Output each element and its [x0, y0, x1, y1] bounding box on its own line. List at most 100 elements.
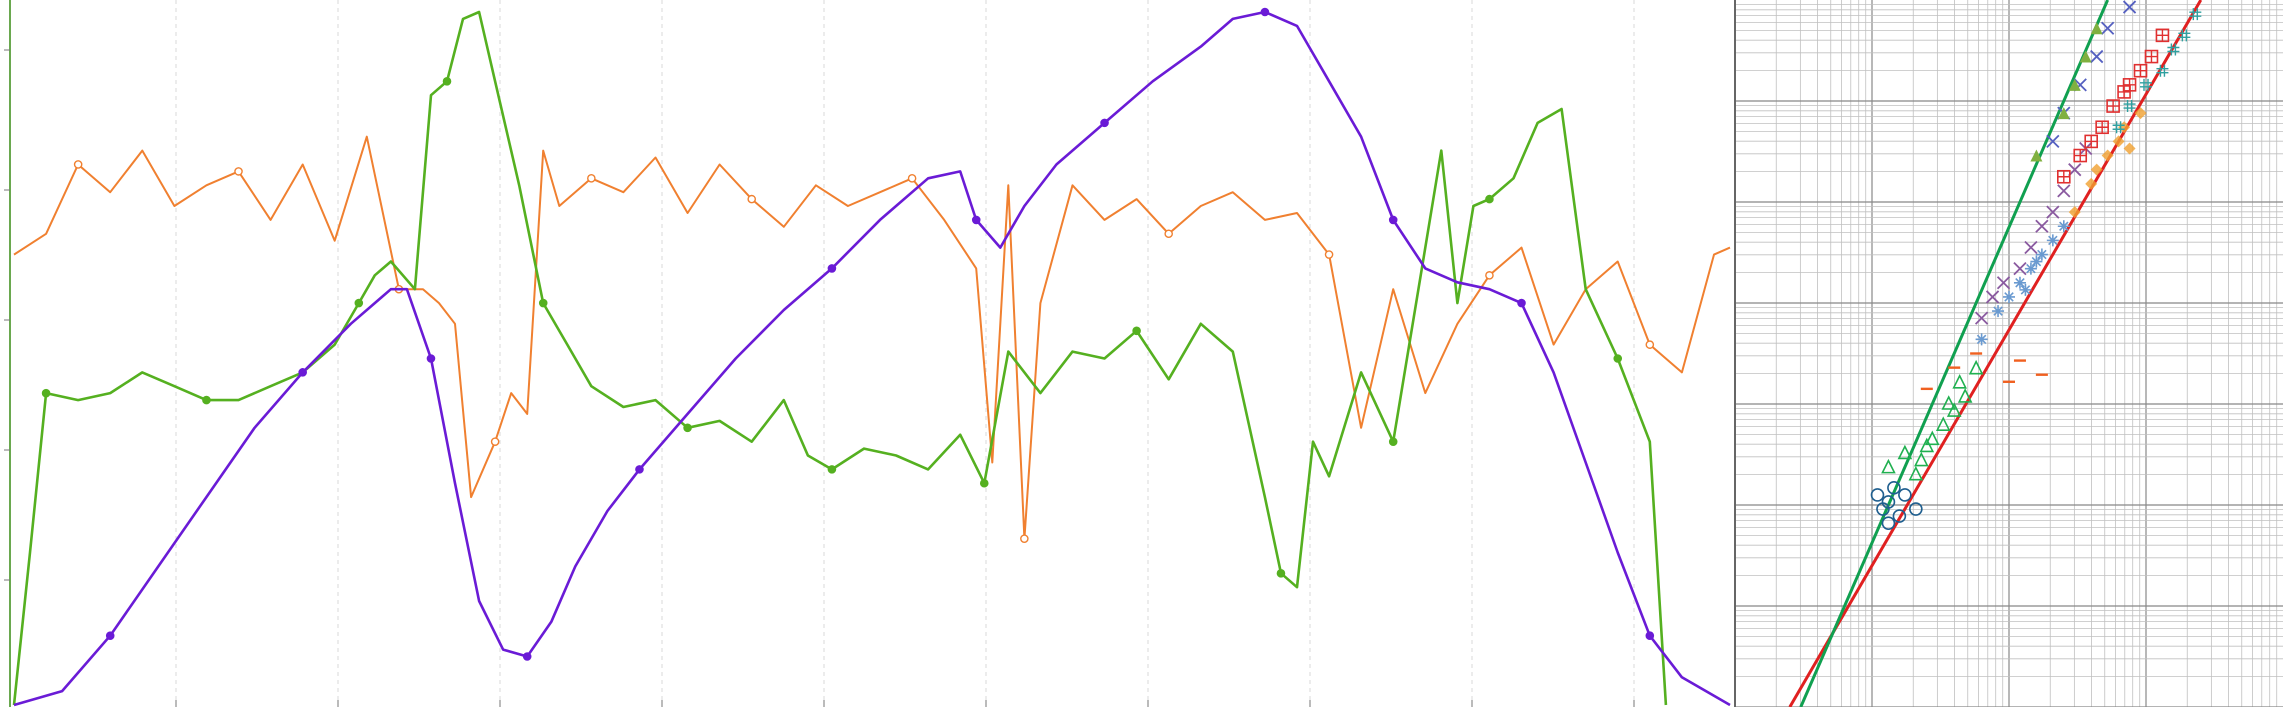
- point-circle: [1887, 481, 1901, 495]
- point-triangle: [1881, 458, 1896, 474]
- point-triangle: [1914, 451, 1929, 467]
- series-line-2: [12, 10, 1668, 706]
- series-marker-2: [538, 298, 548, 308]
- point-hash: [2178, 29, 2191, 42]
- series-marker-3: [522, 652, 532, 661]
- point-x-cross: [2079, 141, 2093, 156]
- point-diamond: [2112, 135, 2125, 148]
- point-star: [1975, 333, 1988, 346]
- point-x-cross: [2035, 219, 2049, 233]
- series-marker-1: [747, 194, 757, 204]
- point-x-cross: [1985, 290, 2000, 304]
- series-marker-3: [1517, 298, 1526, 308]
- point-square-plus: [2155, 28, 2170, 43]
- point-x-cross: [1996, 276, 2011, 290]
- series-marker-1: [1164, 229, 1173, 239]
- point-hash: [2123, 100, 2136, 113]
- series-marker-3: [827, 264, 837, 273]
- point-triangle-filled: [2090, 22, 2103, 35]
- point-star: [2013, 276, 2026, 289]
- series-marker-1: [234, 167, 243, 176]
- point-star: [2019, 283, 2032, 296]
- series-marker-1: [1324, 250, 1334, 259]
- series-line-3: [13, 10, 1731, 707]
- point-hash: [2112, 121, 2125, 134]
- scatter-chart: [1734, 0, 2283, 707]
- point-square-plus: [2144, 49, 2159, 64]
- series-marker-1: [73, 160, 83, 169]
- series-marker-3: [298, 368, 307, 377]
- point-star: [2024, 262, 2037, 275]
- point-triangle-filled: [2079, 50, 2092, 63]
- point-triangle: [1897, 444, 1913, 460]
- point-triangle: [1952, 373, 1967, 389]
- point-square-plus: [2073, 148, 2088, 163]
- series-marker-3: [971, 215, 981, 225]
- point-square-plus: [2106, 99, 2120, 113]
- square-plus-cross: [2057, 170, 2070, 183]
- fit-line-2: [1799, 0, 2110, 707]
- series-marker-3: [1260, 7, 1270, 17]
- point-circle: [1876, 502, 1890, 516]
- series-marker-2: [683, 423, 692, 433]
- point-triangle: [1946, 402, 1962, 417]
- fit-line-1: [1788, 0, 2203, 707]
- point-x-cross: [2046, 205, 2060, 219]
- point-star: [1992, 305, 2005, 318]
- series-marker-3: [635, 465, 644, 474]
- point-star: [2030, 255, 2043, 268]
- series-marker-2: [354, 298, 364, 308]
- point-triangle-filled: [2057, 107, 2070, 120]
- point-x-cross: [2090, 49, 2104, 64]
- point-triangle-filled: [2030, 149, 2043, 162]
- point-square-plus: [2122, 78, 2137, 92]
- square-plus-cross: [2156, 29, 2169, 42]
- series-marker-2: [1276, 569, 1286, 578]
- point-x-cross: [2101, 21, 2115, 35]
- point-square-plus: [2084, 134, 2098, 149]
- series-marker-2: [1485, 194, 1494, 204]
- series-marker-2: [41, 388, 51, 398]
- point-star: [2035, 248, 2048, 261]
- series-marker-1: [907, 174, 917, 183]
- series-line-1: [13, 135, 1731, 540]
- point-x-cross: [2057, 184, 2071, 198]
- line-chart: [4, 0, 1731, 707]
- point-hash: [2189, 8, 2202, 21]
- series-marker-3: [1645, 631, 1655, 641]
- point-circle: [1898, 488, 1912, 502]
- point-triangle: [1935, 416, 1951, 432]
- point-diamond: [2123, 142, 2136, 155]
- point-star: [2057, 220, 2070, 233]
- point-triangle: [1957, 388, 1973, 403]
- series-marker-2: [1613, 354, 1623, 363]
- point-diamond: [2068, 206, 2081, 219]
- point-circle: [1881, 516, 1896, 530]
- point-diamond: [2090, 163, 2103, 176]
- point-x-cross: [2122, 0, 2137, 14]
- point-hash: [2156, 64, 2169, 77]
- point-x-cross: [2068, 163, 2082, 177]
- square-plus-cross: [2145, 50, 2158, 63]
- series-marker-2: [1132, 326, 1141, 336]
- point-triangle: [1968, 359, 1984, 375]
- point-x-cross: [1974, 311, 1989, 325]
- series-marker-2: [442, 77, 452, 86]
- series-marker-2: [827, 465, 837, 474]
- point-x-cross: [2024, 240, 2038, 255]
- square-plus-cross: [2107, 100, 2120, 113]
- series-marker-2: [202, 395, 211, 405]
- series-marker-3: [1100, 118, 1109, 128]
- point-square-plus: [2133, 63, 2148, 78]
- point-diamond: [2134, 107, 2147, 120]
- square-plus-cross: [2134, 64, 2147, 77]
- point-x-cross: [2013, 262, 2027, 276]
- point-circle: [1892, 509, 1907, 523]
- point-circle: [1909, 502, 1923, 516]
- square-plus-cross: [2096, 121, 2109, 134]
- series-marker-3: [105, 631, 115, 641]
- point-circle: [1870, 488, 1885, 502]
- point-diamond: [2085, 177, 2098, 190]
- series-marker-1: [587, 174, 596, 183]
